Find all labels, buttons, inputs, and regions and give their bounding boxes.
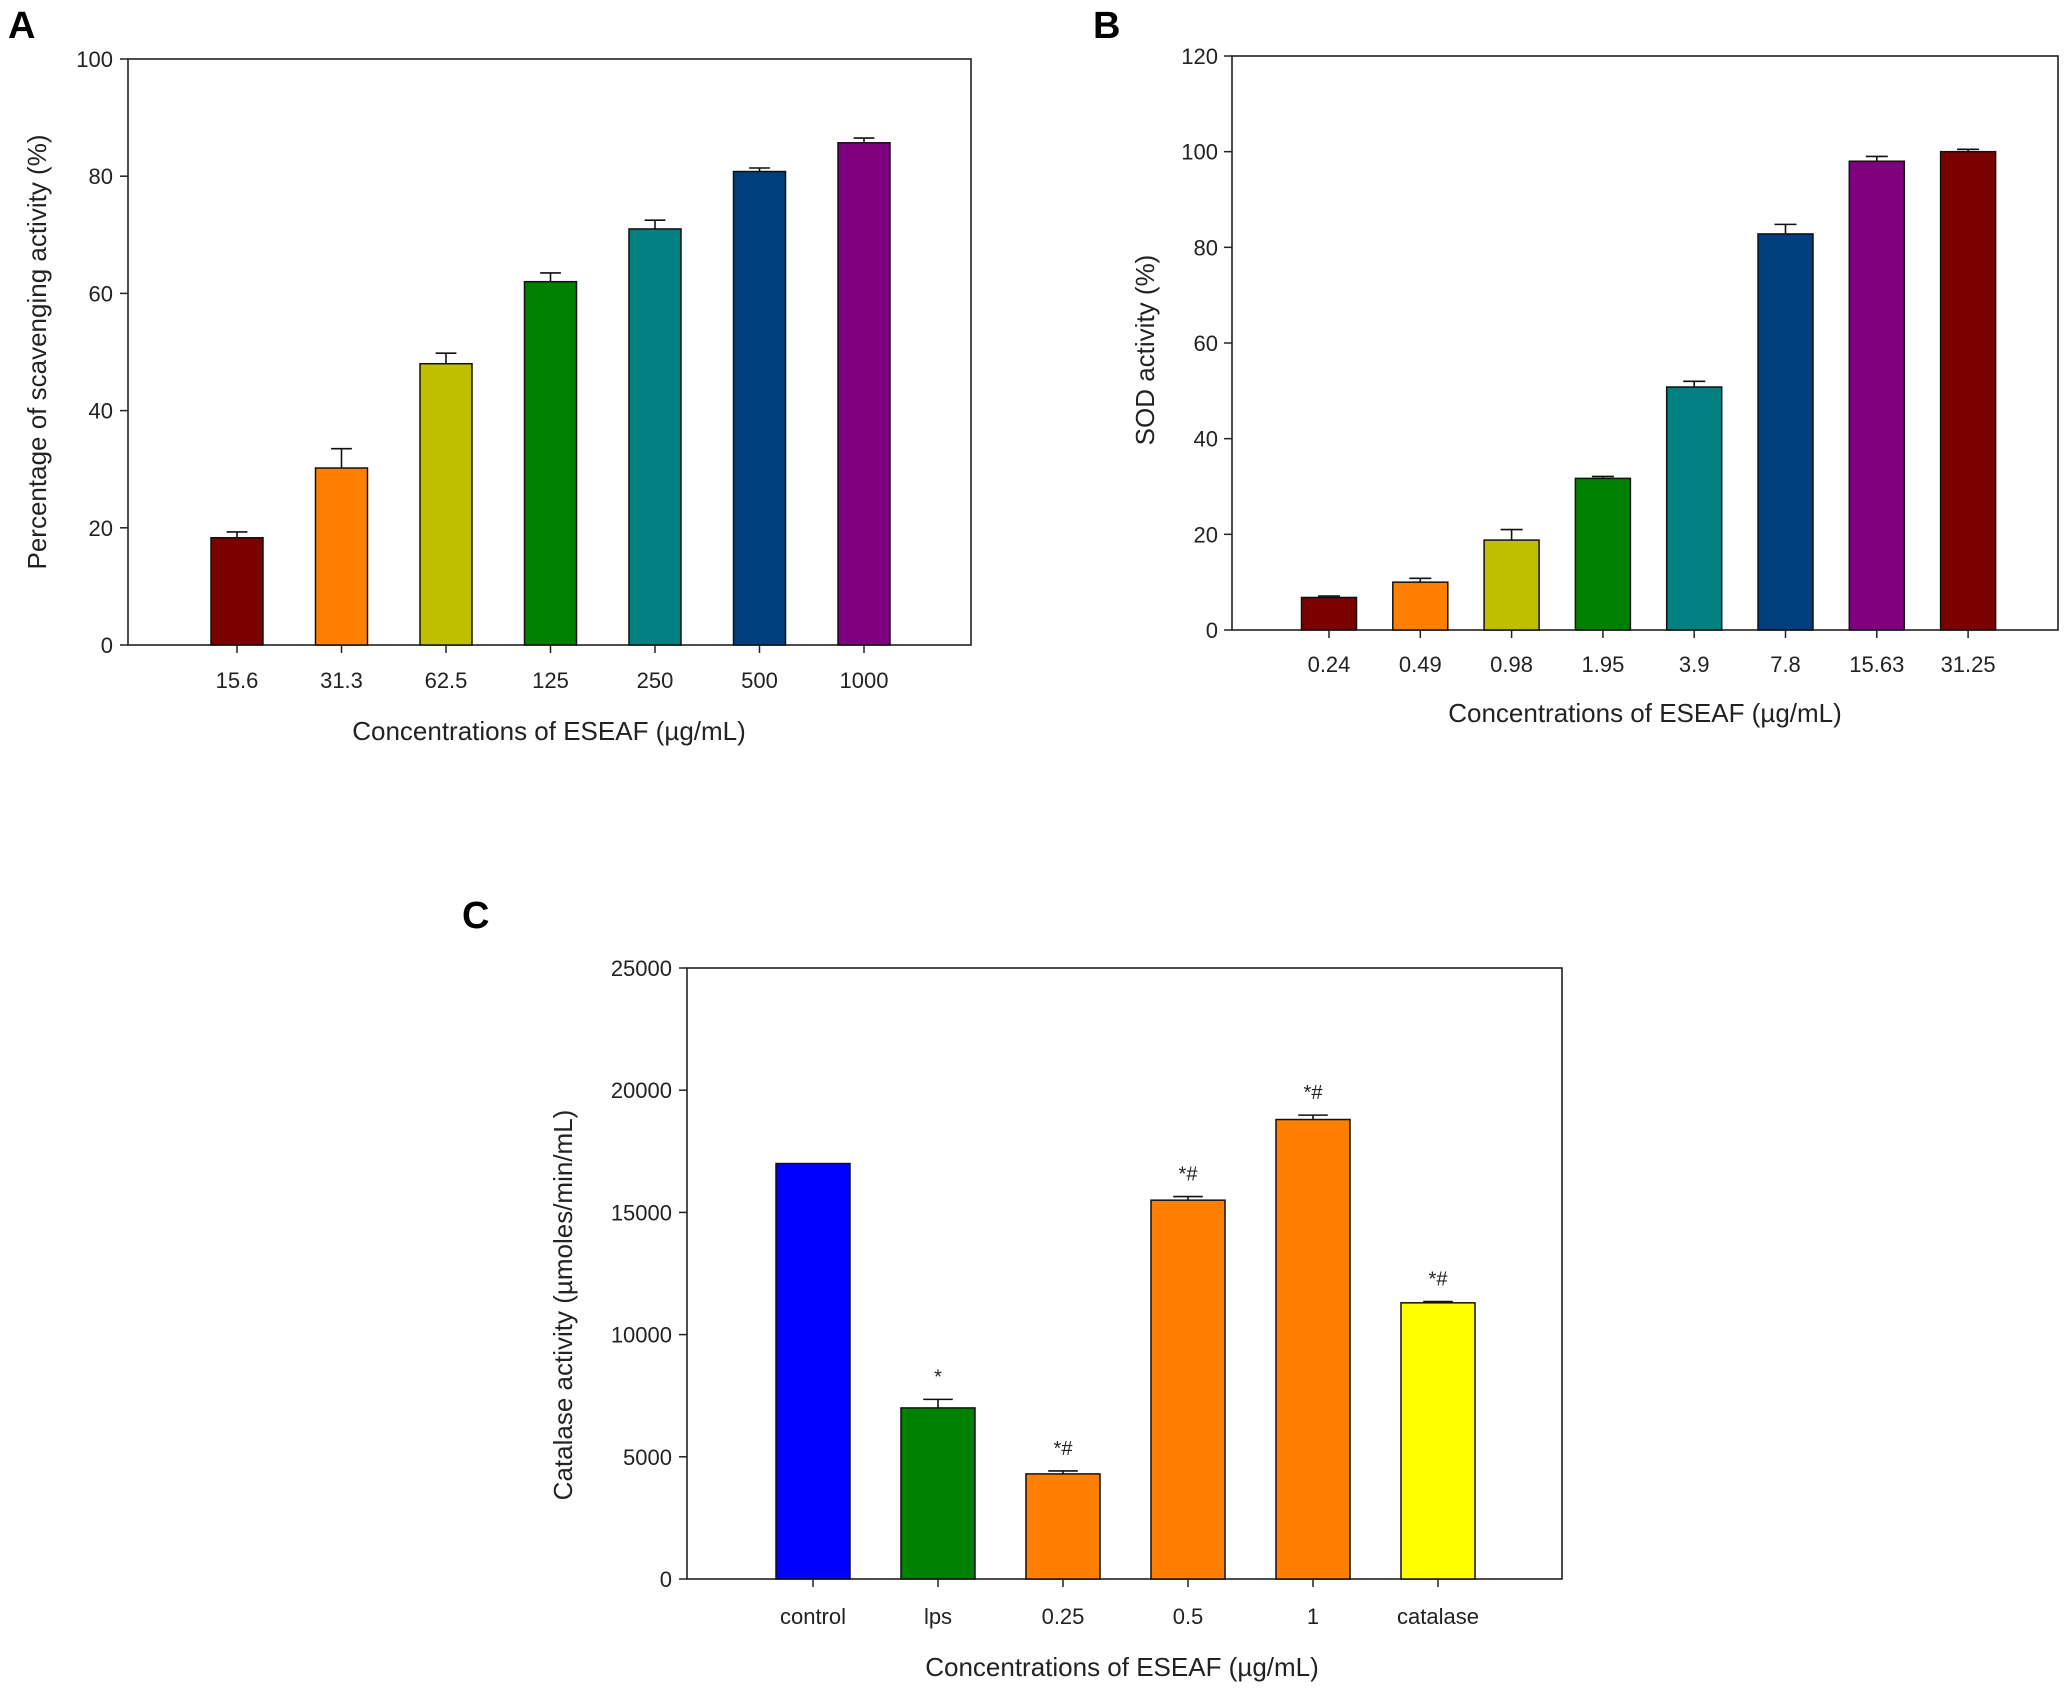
panel-a-bar-0	[210, 537, 264, 646]
panel-b-ytick-label-5: 100	[1181, 140, 1218, 165]
panel-c-annotations: * *# *# *# *#	[934, 1082, 1448, 1460]
panel-c-xtick-label-2: 0.25	[1042, 1604, 1085, 1629]
panel-b-xtick-label-1: 0.49	[1399, 652, 1442, 677]
panel-c-bar-5	[1400, 1302, 1476, 1580]
panel-c-annotation-5: *#	[1429, 1269, 1449, 1291]
panel-a-bar-2	[419, 362, 473, 646]
panel-c-ytick-label-0: 0	[660, 1567, 672, 1592]
panel-b-xtick-label-4: 3.9	[1679, 652, 1710, 677]
panel-c-xtick-label-0: control	[780, 1604, 846, 1629]
panel-a-ytick-label-3: 60	[89, 281, 113, 306]
panel-b-plot-frame	[1231, 55, 2059, 631]
panel-c-bars	[775, 1114, 1476, 1580]
panel-b: B 0 20 40 60 80 100 120 0.24 0.49 0.98 1.95 3.9 7.8…	[1093, 5, 2059, 728]
panel-c-bar-3	[1150, 1199, 1226, 1580]
panel-b-xtick-label-0: 0.24	[1308, 652, 1351, 677]
panel-b-bar-0	[1300, 596, 1358, 631]
panel-b-bar-6	[1848, 160, 1906, 631]
panel-b-bar-2	[1483, 539, 1540, 631]
panel-a-ytick-label-2: 40	[89, 399, 113, 424]
panel-c-annotation-1: *	[934, 1366, 942, 1388]
panel-a-bar-6	[837, 142, 891, 646]
panel-b-xtick-label-3: 1.95	[1581, 652, 1624, 677]
panel-c-annotation-2: *#	[1054, 1438, 1074, 1460]
panel-a: A 0 20 40 60 80 100 15.6 31.3 62.5 125 250 500 1000…	[8, 5, 972, 746]
panel-c-ytick-label-2: 10000	[611, 1323, 672, 1348]
panel-c-xtick-label-3: 0.5	[1173, 1604, 1204, 1629]
panel-b-ytick-label-2: 40	[1194, 427, 1218, 452]
panel-b-ytick-label-1: 20	[1194, 522, 1218, 547]
panel-c-ytick-label-1: 5000	[623, 1445, 672, 1470]
panel-b-bar-1	[1392, 581, 1449, 631]
panel-c-plot-frame	[686, 967, 1563, 1580]
panel-b-y-axis: 0 20 40 60 80 100 120	[1181, 44, 1232, 643]
panel-c-ytick-label-4: 20000	[611, 1078, 672, 1103]
panel-a-ytick-label-4: 80	[89, 164, 113, 189]
panel-c-bar-0	[775, 1162, 851, 1580]
panel-a-xtick-label-1: 31.3	[320, 668, 363, 693]
panel-b-xtick-label-5: 7.8	[1770, 652, 1801, 677]
panel-a-bars	[210, 137, 891, 646]
panel-c-y-axis: 0 5000 10000 15000 20000 25000	[611, 956, 687, 1592]
panel-a-letter: A	[8, 5, 35, 47]
panel-b-ytick-label-0: 0	[1206, 618, 1218, 643]
panel-c-x-axis: control lps 0.25 0.5 1 catalase	[780, 1579, 1479, 1629]
panel-c-ytick-label-3: 15000	[611, 1200, 672, 1225]
panel-a-xtick-label-2: 62.5	[425, 668, 468, 693]
panel-c: C 0 5000 10000 15000 20000 25000 * *# *# *# *# co…	[462, 895, 1563, 1682]
panel-a-ytick-label-1: 20	[89, 516, 113, 541]
panel-c-xtick-label-5: catalase	[1397, 1604, 1479, 1629]
panel-b-xtick-label-7: 31.25	[1941, 652, 1996, 677]
panel-c-ytick-label-5: 25000	[611, 956, 672, 981]
panel-c-bar-1	[900, 1407, 976, 1580]
panel-a-ytick-label-0: 0	[101, 633, 113, 658]
panel-c-bar-4	[1275, 1118, 1351, 1580]
panel-b-xlabel: Concentrations of ESEAF (µg/mL)	[1448, 698, 1842, 728]
panel-a-xtick-label-3: 125	[532, 668, 569, 693]
panel-a-xtick-label-0: 15.6	[216, 668, 259, 693]
panel-a-xlabel: Concentrations of ESEAF (µg/mL)	[352, 716, 746, 746]
panel-a-x-axis: 15.6 31.3 62.5 125 250 500 1000	[216, 645, 889, 693]
panel-b-xtick-label-2: 0.98	[1490, 652, 1533, 677]
panel-c-xtick-label-4: 1	[1307, 1604, 1319, 1629]
panel-b-x-axis: 0.24 0.49 0.98 1.95 3.9 7.8 15.63 31.25	[1308, 630, 1996, 677]
panel-c-letter: C	[462, 895, 489, 937]
panel-b-bar-5	[1757, 233, 1814, 631]
panel-b-ytick-label-4: 80	[1194, 235, 1218, 260]
panel-b-ytick-label-6: 120	[1181, 44, 1218, 69]
panel-a-bar-1	[314, 467, 369, 646]
panel-a-ytick-label-5: 100	[76, 47, 113, 72]
panel-a-bar-3	[523, 280, 578, 646]
panel-c-xtick-label-1: lps	[924, 1604, 952, 1629]
panel-a-bar-4	[628, 228, 682, 646]
panel-c-ylabel: Catalase activity (µmoles/min/mL)	[548, 1110, 578, 1501]
panel-a-bar-5	[732, 170, 787, 646]
panel-a-xtick-label-6: 1000	[840, 668, 889, 693]
panel-a-xtick-label-5: 500	[741, 668, 778, 693]
panel-a-xtick-label-4: 250	[637, 668, 674, 693]
panel-b-ylabel: SOD activity (%)	[1130, 255, 1160, 446]
panel-c-annotation-3: *#	[1179, 1164, 1199, 1186]
panel-b-bar-3	[1574, 477, 1632, 631]
panel-c-xlabel: Concentrations of ESEAF (µg/mL)	[925, 1652, 1319, 1682]
panel-b-bar-4	[1665, 386, 1723, 631]
panel-b-xtick-label-6: 15.63	[1849, 652, 1904, 677]
panel-b-bar-7	[1939, 150, 1997, 631]
panel-c-annotation-4: *#	[1304, 1082, 1324, 1104]
panel-a-ylabel: Percentage of scavenging activity (%)	[22, 135, 52, 570]
panel-b-letter: B	[1093, 5, 1120, 47]
panel-a-y-axis: 0 20 40 60 80 100	[76, 47, 128, 658]
panel-b-bars	[1300, 148, 1997, 631]
panel-c-bar-2	[1025, 1473, 1101, 1580]
panel-b-ytick-label-3: 60	[1194, 331, 1218, 356]
